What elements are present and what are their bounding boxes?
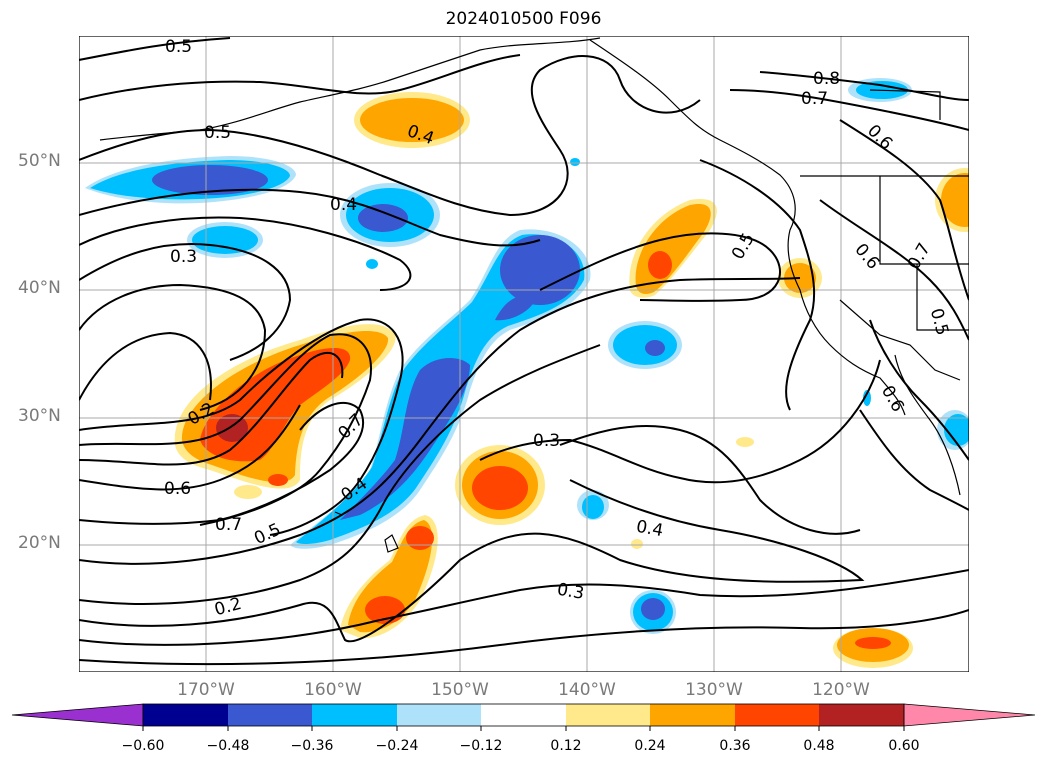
contour-label: 0.7 xyxy=(215,515,242,535)
contour-label: 0.3 xyxy=(555,580,585,604)
colorbar-segment xyxy=(143,704,228,726)
gridlines xyxy=(79,36,969,672)
colorbar-tick-label: −0.24 xyxy=(375,738,419,754)
colorbar-frame xyxy=(142,703,905,727)
lon-label: 150°W xyxy=(431,680,489,700)
contour-label: 0.5 xyxy=(165,37,192,57)
colorbar-segment xyxy=(481,704,566,726)
lat-label: 20°N xyxy=(18,533,61,553)
contour-label: 0.3 xyxy=(170,247,197,267)
colorbar-segment xyxy=(397,704,481,726)
colorbar-segment xyxy=(819,704,904,726)
map-plot-area[interactable]: 0.5 0.5 0.4 0.4 0.3 0.2 0.6 0.7 0.5 0.7 … xyxy=(79,36,995,672)
colorbar-tick-label: −0.48 xyxy=(206,738,250,754)
colorbar-tick-label: 0.12 xyxy=(550,738,582,754)
colorbar-tick-label: −0.36 xyxy=(290,738,334,754)
colorbar-tick-label: −0.12 xyxy=(459,738,503,754)
map-title: 2024010500 F096 xyxy=(445,9,602,29)
contour-label: 0.6 xyxy=(164,479,191,499)
contour-label: 0.5 xyxy=(204,123,231,143)
contour-lines xyxy=(79,37,969,666)
contour-label: 0.8 xyxy=(813,69,840,89)
lon-label: 170°W xyxy=(177,680,235,700)
lat-label: 50°N xyxy=(18,151,61,171)
colorbar-segment xyxy=(735,704,819,726)
colorbar-extend-high xyxy=(903,703,1036,727)
colorbar-extend-low xyxy=(11,703,144,727)
lon-label: 160°W xyxy=(304,680,362,700)
contour-label: 0.7 xyxy=(801,89,828,109)
lon-label: 130°W xyxy=(685,680,743,700)
contour-label: 0.4 xyxy=(635,517,665,541)
lon-label: 120°W xyxy=(812,680,870,700)
colorbar-tick-label: 0.24 xyxy=(634,738,666,754)
colorbar-segment xyxy=(312,704,397,726)
lon-label: 140°W xyxy=(558,680,616,700)
contour-label: 0.3 xyxy=(533,431,560,451)
colorbar xyxy=(11,703,1036,731)
colorbar-tick-label: 0.36 xyxy=(719,738,751,754)
colorbar-tick-label: −0.60 xyxy=(121,738,165,754)
colorbar-segment xyxy=(566,704,650,726)
colorbar-tick-label: 0.48 xyxy=(803,738,835,754)
lat-label: 30°N xyxy=(18,406,61,426)
colorbar-tick-label: 0.60 xyxy=(888,738,920,754)
colorbar-segment xyxy=(650,704,735,726)
lat-label: 40°N xyxy=(18,278,61,298)
map-background xyxy=(79,36,969,672)
positive-anomaly-shading xyxy=(174,92,969,668)
contour-label: 0.4 xyxy=(330,195,357,215)
negative-anomaly-shading xyxy=(85,78,969,634)
colorbar-segment xyxy=(228,704,312,726)
